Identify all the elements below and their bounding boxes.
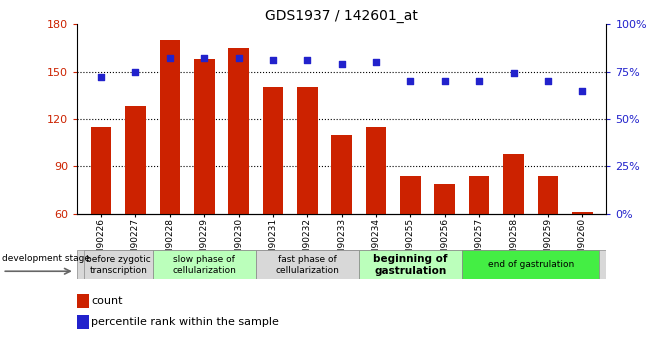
Bar [332,135,352,214]
Point [336,61,347,67]
Title: GDS1937 / 142601_at: GDS1937 / 142601_at [265,9,418,23]
Bar [359,250,462,279]
Text: before zygotic
transcription: before zygotic transcription [86,255,151,275]
Bar [469,176,490,214]
Bar [125,106,146,214]
Bar [77,315,89,329]
Bar [462,250,600,279]
Point [96,75,107,80]
Point [233,56,244,61]
Bar [503,154,524,214]
Point [371,59,381,65]
Bar [194,59,214,214]
Text: count: count [91,296,123,306]
Point [474,78,484,84]
Text: fast phase of
cellularization: fast phase of cellularization [275,255,339,275]
Bar [228,48,249,214]
Bar [572,212,592,214]
Point [508,71,519,76]
Text: beginning of
gastrulation: beginning of gastrulation [373,254,448,276]
Point [577,88,588,93]
Text: percentile rank within the sample: percentile rank within the sample [91,317,279,327]
Point [165,56,176,61]
Bar [537,176,558,214]
Bar [297,87,318,214]
Text: slow phase of
cellularization: slow phase of cellularization [172,255,236,275]
Text: end of gastrulation: end of gastrulation [488,260,574,269]
Point [130,69,141,74]
Point [199,56,210,61]
Bar [77,294,89,308]
Bar [435,184,455,214]
Point [302,57,313,63]
Bar [256,250,359,279]
Bar [366,127,387,214]
Point [267,57,278,63]
Point [440,78,450,84]
Bar [84,250,153,279]
Point [543,78,553,84]
Bar [153,250,256,279]
Bar [263,87,283,214]
Point [405,78,416,84]
Text: development stage: development stage [2,254,90,263]
Bar [159,40,180,214]
Bar [400,176,421,214]
Bar [91,127,111,214]
